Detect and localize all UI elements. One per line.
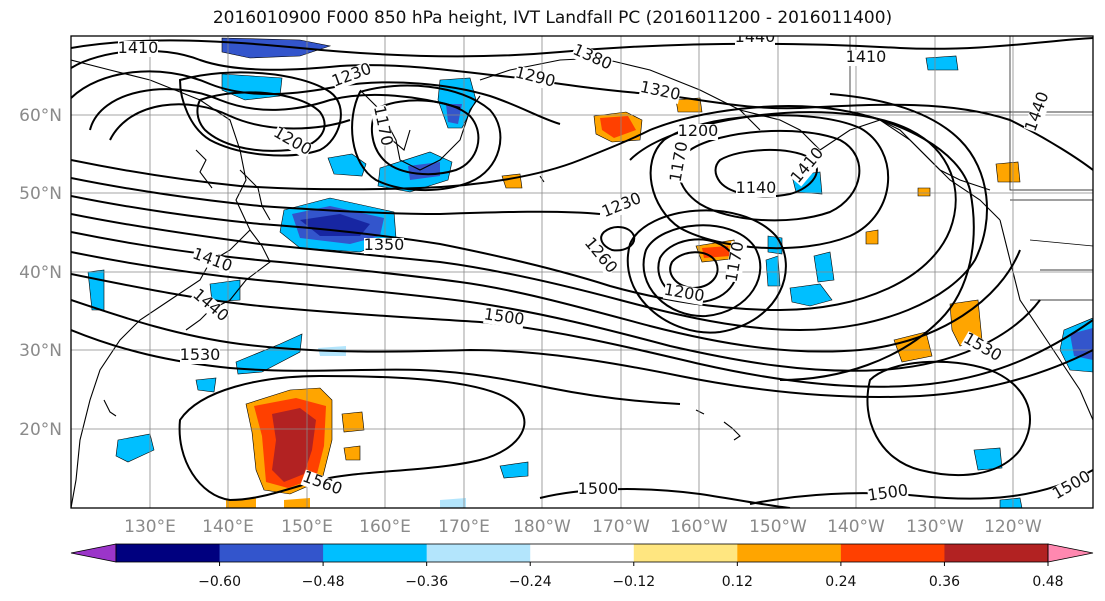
lon-tick-label: 160°E	[359, 517, 411, 537]
lon-tick-label: 140°W	[827, 517, 885, 537]
colorbar-extend-low	[70, 543, 117, 563]
colorbar-swatch	[219, 544, 324, 562]
lat-tick-label: 20°N	[19, 420, 62, 440]
contour-label: 1140	[736, 178, 777, 197]
colorbar-swatch	[116, 544, 221, 562]
lat-tick-label: 40°N	[19, 263, 62, 283]
colorbar-swatch	[530, 544, 635, 562]
contour-label: 1440	[735, 27, 776, 46]
lon-tick-label: 170°W	[592, 517, 650, 537]
colorbar-extend-high	[1047, 543, 1094, 563]
lon-tick-label: 130°E	[124, 517, 176, 537]
lat-tick-label: 60°N	[19, 106, 62, 126]
map-frame	[70, 35, 1094, 509]
colorbar-swatch	[737, 544, 842, 562]
contour-label: 1410	[846, 47, 887, 66]
contour-label: 1350	[364, 235, 405, 254]
colorbar-tick-label: 0.48	[1032, 574, 1063, 590]
colorbar-tick-label: 0.12	[722, 574, 753, 590]
longitude-labels: 130°E 140°E 150°E 160°E 170°E 180°W 170°W 160°W…	[124, 517, 1042, 537]
colorbar-tick-label: 0.24	[825, 574, 856, 590]
lon-tick-label: 180°W	[513, 517, 571, 537]
colorbar-tick-label: −0.60	[198, 574, 241, 590]
colorbar: −0.60 −0.48 −0.36 −0.24 −0.12 0.12 0.24 0.36 0.4…	[70, 543, 1094, 590]
latitude-labels: 60°N 50°N 40°N 30°N 20°N	[19, 106, 62, 440]
lon-tick-label: 140°E	[202, 517, 254, 537]
colorbar-swatch	[323, 544, 428, 562]
colorbar-tick-label: 0.36	[929, 574, 960, 590]
colorbar-tick-label: −0.36	[405, 574, 448, 590]
contour-label: 1530	[180, 345, 221, 364]
colorbar-tick-label: −0.48	[302, 574, 345, 590]
colorbar-swatch	[426, 544, 531, 562]
colorbar-swatch	[944, 544, 1049, 562]
lon-tick-label: 120°W	[984, 517, 1042, 537]
contour-label: 1410	[118, 38, 159, 57]
colorbar-swatch	[840, 544, 945, 562]
lon-tick-label: 130°W	[906, 517, 964, 537]
contour-label: 1200	[678, 121, 719, 140]
lon-tick-label: 150°E	[281, 517, 333, 537]
colorbar-tick-label: −0.24	[509, 574, 552, 590]
lat-tick-label: 50°N	[19, 184, 62, 204]
lon-tick-label: 150°W	[749, 517, 807, 537]
lat-tick-label: 30°N	[19, 341, 62, 361]
lon-tick-label: 170°E	[438, 517, 490, 537]
colorbar-tick-label: −0.12	[612, 574, 655, 590]
lon-tick-label: 160°W	[670, 517, 728, 537]
colorbar-swatch	[633, 544, 738, 562]
map-title: 2016010900 F000 850 hPa height, IVT Land…	[212, 8, 893, 28]
contour-label: 1500	[578, 479, 619, 498]
